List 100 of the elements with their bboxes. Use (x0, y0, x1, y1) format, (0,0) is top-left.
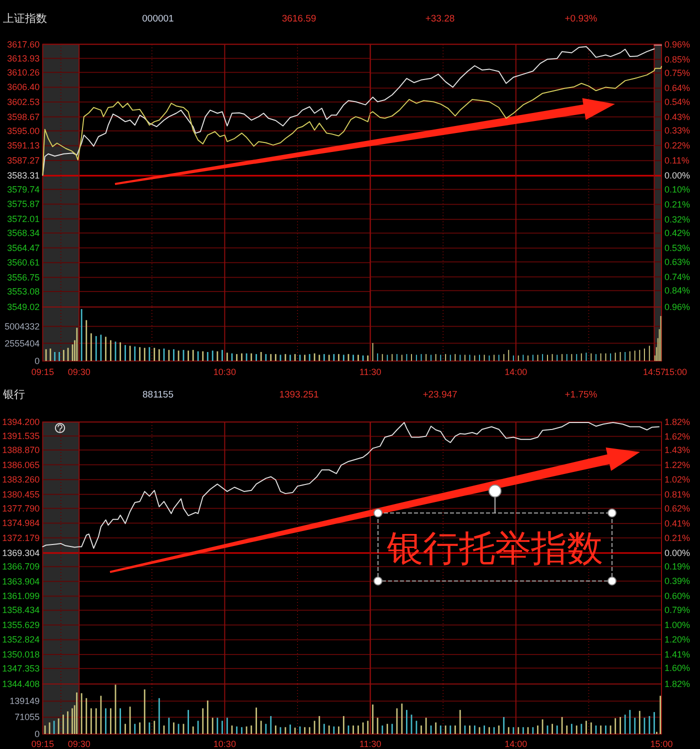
y2-tick-label: 0.96% (664, 302, 690, 312)
y2-tick-label: 1.02% (664, 474, 690, 485)
y-tick-label: 1352.824 (2, 634, 40, 645)
y2-tick-label: 0.32% (664, 214, 690, 224)
y2-tick-label: 0.11% (664, 156, 690, 166)
y-tick-label: 0 (34, 356, 40, 366)
y-tick-label: 3564.47 (7, 242, 40, 253)
x-tick-label: 14:00 (504, 739, 528, 749)
y-tick-label: 3556.75 (7, 272, 40, 282)
text: +33.28 (425, 14, 455, 24)
text: 3616.59 (282, 14, 316, 24)
y2-tick-label: 0.19% (664, 562, 690, 572)
x-tick-label: 11:30 (359, 739, 382, 749)
x-tick-label: 14:57 (642, 367, 666, 377)
x-tick-label: 10:30 (213, 367, 236, 377)
y-tick-label: 5004332 (4, 321, 40, 332)
y-tick-label: 3587.27 (7, 155, 40, 166)
y-tick-label: 1391.535 (2, 431, 40, 442)
y2-tick-label: 0.96% (664, 39, 690, 50)
y2-tick-label: 0.53% (664, 243, 690, 254)
y2-tick-label: 1.60% (664, 663, 690, 674)
x-tick-label: 10:30 (213, 739, 236, 749)
x-tick-label: 09:30 (68, 367, 90, 377)
y2-tick-label: 0.54% (664, 96, 690, 107)
y2-tick-label: 0.21% (664, 199, 690, 210)
y-tick-label: 1355.629 (2, 620, 40, 630)
text: +0.93% (564, 14, 598, 24)
y2-tick-label: 0.85% (664, 54, 690, 64)
y-tick-label: 3560.61 (7, 258, 40, 268)
y-tick-label: 1366.709 (2, 562, 40, 572)
y2-tick-label: 0.22% (664, 140, 690, 151)
y-tick-label: 3613.93 (7, 53, 40, 64)
y2-tick-label: 0.84% (664, 286, 690, 296)
y-tick-label: 139149 (10, 696, 40, 706)
y-tick-label: 1363.904 (2, 576, 40, 586)
y-tick-label: 1388.870 (2, 445, 40, 456)
y2-tick-label: 0.21% (664, 532, 690, 543)
y-tick-label: 3583.31 (7, 170, 40, 181)
y2-tick-label: 0.64% (664, 83, 690, 94)
text: +1.75% (564, 390, 598, 400)
y-tick-label: 3606.40 (7, 82, 40, 92)
x-tick-label: 09:15 (31, 739, 54, 749)
x-tick-label: 14:00 (504, 367, 528, 377)
y2-tick-label: 1.41% (664, 649, 690, 660)
y2-tick-label: 1.00% (664, 620, 690, 630)
chart-title: 银行 (2, 389, 25, 401)
y-tick-label: 1361.099 (2, 591, 40, 602)
y2-tick-label: 0.00% (664, 170, 690, 181)
y2-tick-label: 0.43% (664, 112, 690, 122)
y-tick-label: 1347.353 (2, 664, 40, 674)
y-tick-label: 3598.67 (7, 112, 40, 122)
text: 881155 (142, 390, 174, 400)
chart-title: 上证指数 (3, 12, 47, 25)
y-tick-label: 1380.455 (2, 489, 40, 500)
y-tick-label: 0 (34, 729, 40, 739)
y2-tick-label: 0.00% (664, 548, 690, 558)
y2-tick-label: 0.60% (664, 591, 690, 602)
x-tick-label: 11:30 (359, 367, 382, 377)
y2-tick-label: 0.74% (664, 272, 690, 282)
y-tick-label: 1372.179 (2, 532, 40, 543)
y-tick-label: 2555404 (4, 338, 40, 348)
y2-tick-label: 0.10% (664, 184, 690, 194)
y2-tick-label: 0.81% (664, 490, 690, 500)
y-tick-label: 1344.408 (2, 679, 40, 689)
y-tick-label: 3591.13 (7, 140, 40, 151)
text: 1393.251 (279, 390, 319, 400)
y2-tick-label: 0.79% (664, 604, 690, 615)
y-tick-label: 3610.26 (7, 67, 40, 78)
y-tick-label: 3575.87 (7, 199, 40, 210)
y2-tick-label: 0.75% (664, 68, 690, 78)
y-tick-label: 3553.08 (7, 286, 40, 296)
x-tick-label: 09:15 (31, 367, 54, 377)
y2-tick-label: 1.62% (664, 431, 690, 442)
y-tick-label: 3617.60 (7, 39, 40, 50)
y-tick-label: 1369.304 (2, 548, 40, 558)
y2-tick-label: 0.33% (664, 126, 690, 136)
y2-tick-label: 0.39% (664, 576, 690, 586)
y-tick-label: 1383.260 (2, 474, 40, 485)
y-tick-label: 3568.34 (7, 228, 40, 238)
y-tick-label: 1386.065 (2, 460, 40, 470)
text: +23.947 (422, 390, 458, 400)
y2-tick-label: 1.22% (664, 460, 690, 470)
text: 000001 (142, 14, 174, 24)
y-tick-label: 1350.018 (2, 649, 40, 660)
y-tick-label: 3595.00 (7, 126, 40, 136)
y-tick-label: 1374.984 (2, 518, 40, 528)
y-tick-label: 3602.53 (7, 97, 40, 108)
y2-tick-label: 0.62% (664, 503, 690, 514)
y-tick-label: 1358.434 (2, 605, 40, 616)
x-tick-label: 15:00 (650, 739, 673, 749)
y2-tick-label: 1.43% (664, 445, 690, 456)
y2-tick-label: 0.42% (664, 228, 690, 238)
y2-tick-label: 1.20% (664, 634, 690, 644)
y-tick-label: 1377.790 (2, 503, 40, 514)
y-tick-label: 3579.74 (7, 184, 40, 194)
y2-tick-label: 0.41% (664, 518, 690, 528)
x-tick-label: 09:30 (68, 739, 90, 749)
y-tick-label: 71055 (14, 712, 40, 722)
y2-tick-label: 1.82% (664, 679, 690, 689)
y2-tick-label: 1.82% (664, 417, 690, 427)
